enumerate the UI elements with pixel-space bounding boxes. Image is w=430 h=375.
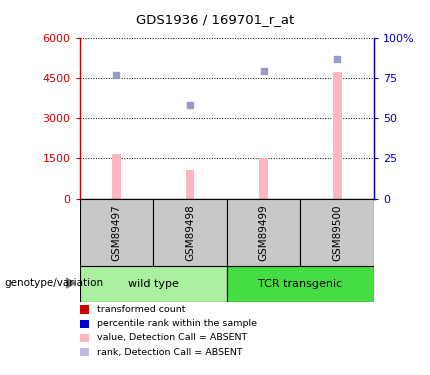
Text: TCR transgenic: TCR transgenic bbox=[258, 279, 343, 289]
Bar bbox=[112, 154, 121, 199]
Point bbox=[187, 102, 194, 108]
Text: wild type: wild type bbox=[128, 279, 178, 289]
Point bbox=[260, 68, 267, 74]
Bar bbox=[259, 158, 268, 199]
Bar bbox=[80, 199, 153, 266]
Bar bbox=[186, 170, 194, 199]
Text: GSM89499: GSM89499 bbox=[258, 204, 269, 261]
Bar bbox=[227, 199, 301, 266]
Text: rank, Detection Call = ABSENT: rank, Detection Call = ABSENT bbox=[97, 348, 243, 357]
Bar bbox=[80, 266, 227, 302]
Bar bbox=[333, 72, 342, 199]
Bar bbox=[301, 199, 374, 266]
Text: GSM89497: GSM89497 bbox=[111, 204, 121, 261]
Text: GSM89500: GSM89500 bbox=[332, 204, 342, 261]
Polygon shape bbox=[67, 278, 75, 288]
Point bbox=[113, 72, 120, 78]
Text: percentile rank within the sample: percentile rank within the sample bbox=[97, 319, 257, 328]
Text: GSM89498: GSM89498 bbox=[185, 204, 195, 261]
Bar bbox=[227, 266, 374, 302]
Text: genotype/variation: genotype/variation bbox=[4, 278, 104, 288]
Point bbox=[334, 56, 341, 62]
Bar bbox=[153, 199, 227, 266]
Text: transformed count: transformed count bbox=[97, 305, 185, 314]
Text: value, Detection Call = ABSENT: value, Detection Call = ABSENT bbox=[97, 333, 247, 342]
Text: GDS1936 / 169701_r_at: GDS1936 / 169701_r_at bbox=[136, 13, 294, 26]
